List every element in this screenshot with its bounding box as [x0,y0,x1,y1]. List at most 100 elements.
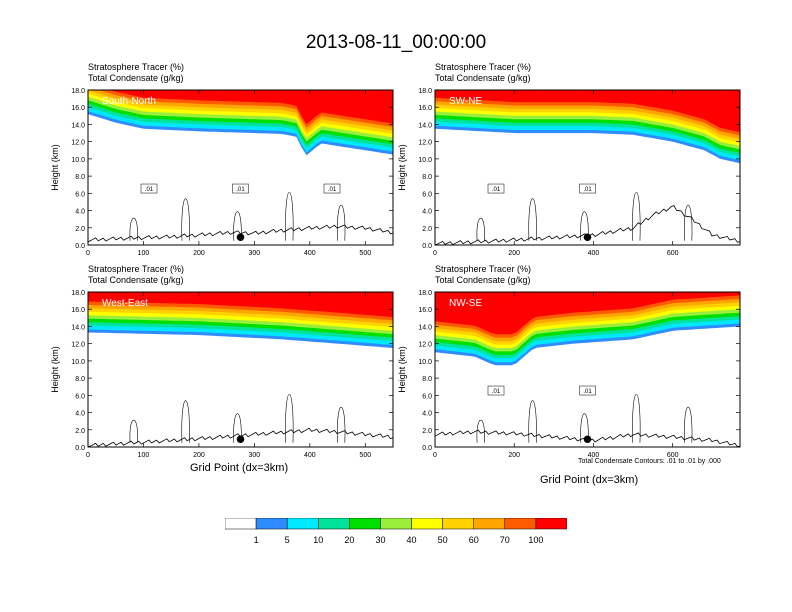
condensate-contour [129,218,138,241]
contour-note: Total Condensate Contours: .01 to .01 by… [578,458,721,465]
x-tick-label: 400 [588,250,600,257]
y-tick-label: 4.0 [422,209,432,216]
y-tick-label: 4.0 [422,411,432,418]
condensate-contour [285,393,294,443]
tracer-band-level-10 [435,292,740,335]
contour-label: .01 [323,183,341,194]
panel-name-label: SW-NE [449,96,482,107]
colorbar-label: 70 [499,535,510,545]
condensate-contour [285,191,294,241]
cross-section-panel-south-north: .01 .01 .01 0.0 2.0 4.0 6.0 8.0 10.0 12.0 14.0 16.0… [50,88,394,257]
y-tick-label: 2.0 [75,428,85,435]
colorbar-label: 60 [468,535,479,545]
condensate-contour [233,413,242,443]
contour-label: .01 [487,183,505,194]
contour-label: .01 [140,183,158,194]
condensate-contour [181,198,190,241]
y-tick-label: 8.0 [75,174,85,181]
panel-name-label: South-North [102,96,156,107]
y-tick-label: 6.0 [75,393,85,400]
x-tick-label: 100 [138,250,150,257]
svg-text:.01: .01 [328,187,337,193]
y-tick-label: 16.0 [71,307,85,314]
colorbar-swatch [411,518,443,530]
colorbar-label: 40 [406,535,417,545]
x-tick-label: 0 [86,452,90,459]
y-tick-label: 8.0 [422,174,432,181]
contour-label: .01 [579,183,596,194]
y-tick-label: 14.0 [418,122,432,129]
colorbar-swatch [349,518,381,530]
x-tick-label: 500 [359,250,371,257]
x-tick-label: 300 [249,452,261,459]
condensate-contour [528,400,537,443]
colorbar-swatch [380,518,412,530]
y-tick-label: 2.0 [422,428,432,435]
y-tick-label: 16.0 [418,307,432,314]
y-tick-label: 0.0 [75,445,85,452]
panel-header-nw-se: Stratosphere Tracer (%) Total Condensate… [435,264,531,286]
y-tick-label: 10.0 [418,157,432,164]
plot-frame [434,89,741,246]
header-condensate-label: Total Condensate (g/kg) [435,275,531,285]
condensate-contour [528,198,537,241]
y-tick-label: 18.0 [418,88,432,95]
header-condensate-label: Total Condensate (g/kg) [88,73,184,83]
condensate-contour [476,218,485,241]
y-tick-label: 2.0 [422,226,432,233]
header-condensate-label: Total Condensate (g/kg) [435,73,531,83]
x-axis-title-left: Grid Point (dx=3km) [190,462,289,474]
plot-frame [87,291,394,448]
x-axis-title-right: Grid Point (dx=3km) [540,474,639,486]
x-tick-label: 100 [138,452,150,459]
condensate-contour [181,400,190,443]
y-tick-label: 8.0 [75,376,85,383]
y-tick-label: 6.0 [422,191,432,198]
y-tick-label: 2.0 [75,226,85,233]
panel-header-west-east: Stratosphere Tracer (%) Total Condensate… [88,264,184,286]
panel-header-sw-ne: Stratosphere Tracer (%) Total Condensate… [435,62,531,84]
contour-label: .01 [232,183,249,194]
svg-text:.01: .01 [583,389,592,395]
y-axis-title: Height (km) [397,346,407,393]
svg-text:.01: .01 [145,187,154,193]
y-tick-label: 14.0 [71,324,85,331]
colorbar-swatch [225,518,257,530]
condensate-contour [632,191,641,241]
x-tick-label: 400 [304,250,316,257]
colorbar-label: 5 [284,535,290,545]
figure-title: 2013-08-11_00:00:00 [305,32,487,53]
y-axis-title: Height (km) [50,144,60,191]
condensate-contour [233,211,242,241]
condensate-contour [476,420,485,443]
y-tick-label: 10.0 [71,157,85,164]
svg-text:.01: .01 [492,187,501,193]
location-marker [236,233,245,242]
contour-label: .01 [579,385,596,396]
colorbar-swatch [504,518,537,530]
panel-header-south-north: Stratosphere Tracer (%) Total Condensate… [88,62,184,84]
svg-text:.01: .01 [492,389,501,395]
y-axis-title: Height (km) [397,144,407,191]
y-tick-label: 0.0 [422,243,432,250]
x-tick-label: 200 [508,452,520,459]
location-marker [236,435,245,444]
cross-section-panel-west-east: 0.0 2.0 4.0 6.0 8.0 10.0 12.0 14.0 16.0 18.0 0 100 2… [50,290,394,459]
x-tick-label: 500 [359,452,371,459]
x-tick-label: 0 [433,250,437,257]
colorbar-swatch [473,518,506,530]
y-tick-label: 12.0 [418,342,432,349]
colorbar-label: 50 [437,535,448,545]
y-tick-label: 12.0 [71,342,85,349]
contour-label: .01 [487,385,505,396]
y-tick-label: 16.0 [418,105,432,112]
colorbar-label: 30 [375,535,386,545]
svg-text:.01: .01 [583,187,592,193]
tracer-band-level-10 [435,90,740,133]
y-tick-label: 18.0 [71,88,85,95]
cross-section-panel-sw-ne: .01 .01 0.0 2.0 4.0 6.0 8.0 10.0 12.0 14.0 16.0 18.… [397,88,741,257]
y-tick-label: 6.0 [422,393,432,400]
y-tick-label: 12.0 [71,140,85,147]
x-tick-label: 400 [304,452,316,459]
panel-name-label: West-East [102,298,148,309]
